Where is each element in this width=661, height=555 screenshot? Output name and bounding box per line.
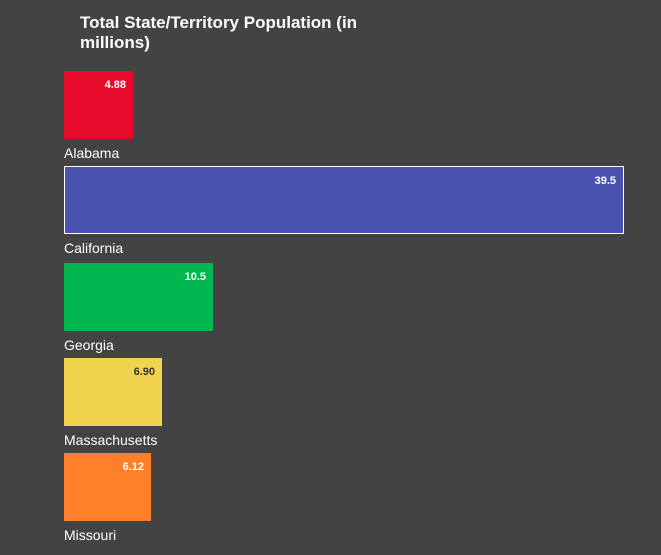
chart-title: Total State/Territory Population (in mil… <box>80 13 358 52</box>
data-label: 39.5 <box>594 175 616 187</box>
data-label: 6.90 <box>133 366 155 378</box>
category-label: California <box>64 240 124 256</box>
data-label: 6.12 <box>122 461 144 473</box>
data-label: 10.5 <box>184 271 206 283</box>
bar-california[interactable]: 39.5 <box>64 166 624 234</box>
category-label: Massachusetts <box>64 432 158 448</box>
bar-massachusetts[interactable]: 6.90 <box>64 358 162 426</box>
category-label: Alabama <box>64 145 120 161</box>
bar-missouri[interactable]: 6.12 <box>64 453 151 521</box>
category-label: Georgia <box>64 337 114 353</box>
category-label: Missouri <box>64 527 117 543</box>
data-label: 4.88 <box>104 79 126 91</box>
bar-alabama[interactable]: 4.88 <box>64 71 133 139</box>
bar-georgia[interactable]: 10.5 <box>64 263 213 331</box>
